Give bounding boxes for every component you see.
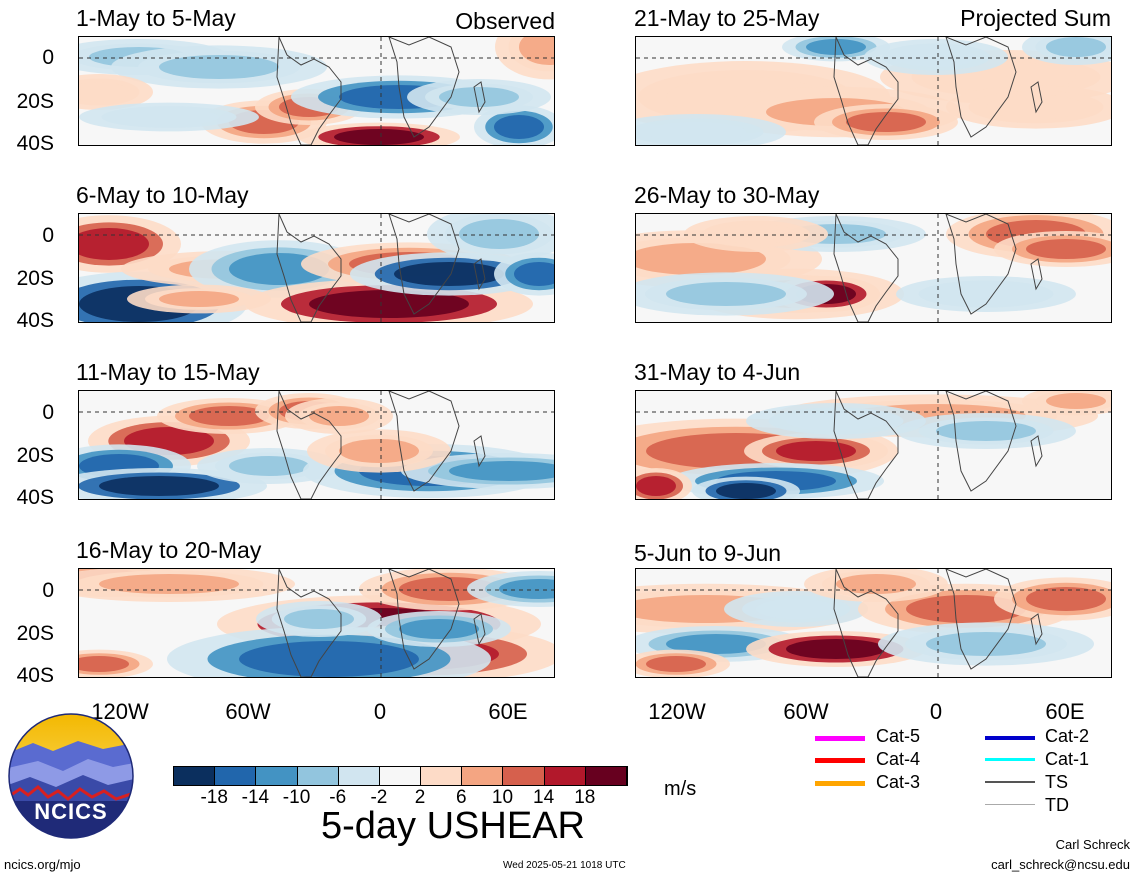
- logo-text: NCICS: [34, 799, 108, 824]
- shear-field: [79, 569, 554, 677]
- legend-label-td: TD: [1045, 795, 1069, 815]
- colorbar-swatch: [462, 767, 504, 785]
- colorbar-tick-label: -2: [370, 787, 388, 808]
- colorbar-tick-label: -6: [329, 787, 347, 808]
- shear-field: [79, 391, 554, 499]
- map-panel-projected-4: [635, 568, 1112, 678]
- shear-field: [79, 37, 554, 145]
- colorbar-swatch: [338, 767, 380, 785]
- lat-label: 40S: [16, 486, 54, 509]
- map-panel-observed-4: [78, 568, 555, 678]
- colorbar-swatch: [174, 767, 216, 785]
- panel-title-1: 1-May to 5-May: [76, 5, 236, 31]
- map-panel-projected-3: [635, 390, 1112, 500]
- panel-title-3: 11-May to 15-May: [76, 359, 260, 385]
- colorbar-tick-label: 10: [491, 787, 514, 808]
- lat-label: 20S: [16, 90, 54, 113]
- colorbar-tick-label: 2: [414, 787, 426, 808]
- ncics-logo: NCICS: [8, 713, 134, 839]
- legend-line-cat5: [815, 736, 865, 741]
- map-panel-projected-2: [635, 213, 1112, 323]
- legend-line-cat2: [985, 736, 1035, 740]
- legend-line-cat1: [985, 758, 1035, 761]
- colorbar: [173, 766, 628, 786]
- panel-title-2: 6-May to 10-May: [76, 182, 249, 208]
- colorbar-tick-label: 6: [455, 787, 467, 808]
- map-panel-projected-1: [635, 36, 1112, 146]
- lat-label: 40S: [16, 132, 54, 155]
- panel-title-8: 5-Jun to 9-Jun: [634, 540, 782, 566]
- colorbar-swatch: [297, 767, 339, 785]
- colorbar-tick-label: -10: [282, 787, 311, 808]
- lat-label: 0: [42, 401, 54, 424]
- lat-label: 40S: [16, 309, 54, 332]
- shear-field: [79, 214, 554, 322]
- shear-field: [636, 391, 1111, 499]
- legend-label-cat1: Cat-1: [1045, 749, 1090, 769]
- lon-label: 60W: [225, 699, 271, 724]
- colorbar-tick-label: 18: [574, 787, 596, 808]
- legend-label-ts: TS: [1045, 772, 1069, 792]
- colorbar-swatch: [379, 767, 422, 785]
- map-panel-observed-2: [78, 213, 555, 323]
- colorbar-swatch: [421, 767, 463, 785]
- lat-label: 0: [42, 46, 54, 69]
- lon-label: 0: [373, 699, 387, 724]
- shear-field: [636, 37, 1111, 145]
- legend-line-td: [985, 804, 1035, 805]
- colorbar-tick-label: -14: [241, 787, 270, 808]
- lat-label: 0: [42, 579, 54, 602]
- observed-label: Observed: [455, 8, 555, 34]
- legend-line-ts: [985, 781, 1035, 783]
- legend-label-cat4: Cat-4: [876, 749, 921, 769]
- panel-title-5: 21-May to 25-May: [634, 5, 820, 31]
- figure-title: 5-day USHEAR: [321, 805, 585, 847]
- lat-label: 20S: [16, 444, 54, 467]
- lat-label: 20S: [16, 267, 54, 290]
- panel-title-4: 16-May to 20-May: [76, 537, 262, 563]
- legend-line-cat4: [815, 758, 865, 763]
- shear-field: [636, 569, 1111, 677]
- footer-url: ncics.org/mjo: [4, 857, 81, 872]
- lat-label: 0: [42, 224, 54, 247]
- map-panel-observed-3: [78, 390, 555, 500]
- legend-label-cat3: Cat-3: [876, 772, 921, 792]
- panel-title-7: 31-May to 4-Jun: [634, 359, 801, 385]
- panel-title-6: 26-May to 30-May: [634, 182, 820, 208]
- lon-label: 120W: [91, 699, 149, 724]
- map-panel-observed-1: [78, 36, 555, 146]
- lon-label: 60E: [1045, 699, 1085, 724]
- colorbar-swatch: [215, 767, 257, 785]
- lon-label: 60W: [783, 699, 829, 724]
- projected-sum-label: Projected Sum: [960, 5, 1111, 31]
- colorbar-swatch: [503, 767, 545, 785]
- colorbar-tick-label: 14: [533, 787, 555, 808]
- colorbar-swatch: [585, 767, 627, 785]
- legend-line-cat3: [815, 781, 865, 786]
- lon-label: 0: [929, 699, 943, 724]
- colorbar-swatch: [256, 767, 298, 785]
- lon-label: 120W: [648, 699, 706, 724]
- units-label: m/s: [664, 778, 697, 800]
- legend-label-cat2: Cat-2: [1045, 726, 1090, 746]
- lat-label: 20S: [16, 622, 54, 645]
- shear-field: [636, 214, 1111, 322]
- footer-timestamp: Wed 2025-05-21 1018 UTC: [503, 860, 626, 871]
- footer-author: Carl Schreck: [1055, 837, 1130, 852]
- lat-label: 40S: [16, 664, 54, 687]
- colorbar-tick-label: -18: [200, 787, 228, 808]
- legend-label-cat5: Cat-5: [876, 726, 921, 746]
- lon-label: 60E: [488, 699, 528, 724]
- colorbar-swatch: [544, 767, 586, 785]
- footer-email: carl_schreck@ncsu.edu: [991, 857, 1130, 872]
